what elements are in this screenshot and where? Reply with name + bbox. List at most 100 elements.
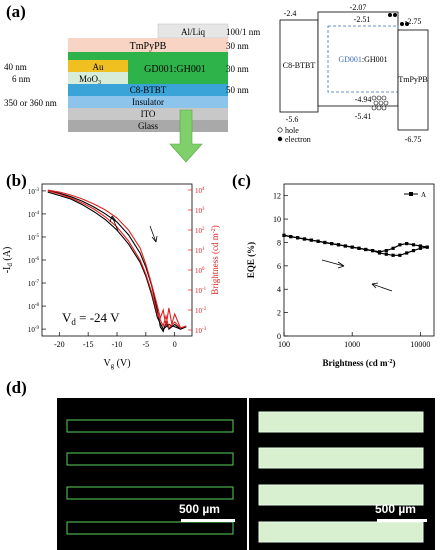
chart-b-ytick-label: 10-9 xyxy=(28,326,40,334)
level-2-75: -2.75 xyxy=(405,17,422,26)
micrograph-left: 500 µm xyxy=(57,398,247,550)
chart-c-point xyxy=(343,244,347,248)
chart-c-point xyxy=(377,251,382,255)
chart-b-xtick-label: -15 xyxy=(83,340,94,349)
chart-b-xtick-label: -20 xyxy=(54,340,65,349)
chart-c-ytick-label: 4 xyxy=(277,285,281,294)
micrograph-left-stripes xyxy=(66,419,234,535)
thickness-label-moo3: 6 nm xyxy=(12,74,30,84)
chart-b-ytick-label: 10-3 xyxy=(28,188,40,196)
level-5-6: -5.6 xyxy=(286,115,299,124)
chart-c-point xyxy=(384,252,388,256)
layer-insulator xyxy=(68,96,228,108)
emitter-label: GD001:GH001 xyxy=(338,55,387,64)
legend-marker-a xyxy=(409,192,413,196)
layer-insulator-label: Insulator xyxy=(132,97,164,107)
layer-glass-label: Glass xyxy=(138,121,158,131)
chart-c-xtick-label: 100 xyxy=(278,340,290,349)
micrograph-right-stripe xyxy=(258,411,424,433)
chart-b-xtick-label: -10 xyxy=(112,340,123,349)
chart-c-point xyxy=(384,249,388,253)
layer-gd001-label: GD001:GH001 xyxy=(144,64,206,75)
legend-hole-label: hole xyxy=(285,126,299,135)
layer-al-liq-thickness: 100/1 nm xyxy=(226,27,260,37)
chart-b-xlabel: Vg (V) xyxy=(103,358,130,370)
chart-b-y2tick-label: 101 xyxy=(195,247,205,255)
chart-c-point xyxy=(398,253,402,257)
scale-label-left: 500 µm xyxy=(179,502,220,516)
chart-eqe-vs-brightness: 100 1000 10000 0 2 4 6 8 10 12 Brightness (cd m-… xyxy=(246,183,435,368)
chart-c-point xyxy=(282,233,286,237)
arrow-down-icon xyxy=(169,109,203,163)
energy-level-diagram: C8-BTBT GD001:GH001 TmPyPB -2.07 -2.4 -2… xyxy=(277,3,429,144)
layer-c8-btbt-label: C8-BTBT xyxy=(130,85,167,95)
device-stack-diagram: Al/Liq 100/1 nm TmPyPB 30 nm GD001:GH001… xyxy=(4,23,260,163)
chart-c-point xyxy=(364,247,368,252)
hole-dot xyxy=(381,95,387,101)
chart-c-point xyxy=(296,236,300,240)
layer-tmpypb xyxy=(68,38,228,52)
chart-b-y2tick-label: 10-1 xyxy=(195,287,207,295)
chart-b-y2label: Brightness (cd m-2) xyxy=(210,225,220,295)
micrograph-right-stripe xyxy=(258,447,424,469)
hole-dot xyxy=(381,105,387,111)
level-4-94: -4.94 xyxy=(355,95,372,104)
layer-tmpypb-label: TmPyPB xyxy=(130,41,167,52)
electrode-moo3-label: MoO3 xyxy=(79,74,101,86)
chart-c-ytick-label: 0 xyxy=(277,332,281,341)
sweep-arrow-right-head xyxy=(337,261,345,269)
chart-c-xlabel: Brightness (cd m-2) xyxy=(323,358,396,368)
chart-c-point xyxy=(371,249,375,253)
chart-b-series-line-3 xyxy=(47,190,187,330)
chart-b-xtick-label: 0 xyxy=(173,340,177,349)
chart-c-ytick-label: 2 xyxy=(277,309,281,318)
chart-transfer-characteristics: -20 -15 -10 -5 0 10-9 10-8 10-7 10-6 10-5 10-4 10-… xyxy=(2,183,220,370)
chart-b-xtick-label: -5 xyxy=(143,340,150,349)
chart-b-y2tick-label: 102 xyxy=(195,227,205,235)
micrograph-right-stripe xyxy=(258,484,424,506)
hole-dot xyxy=(376,95,382,101)
chart-c-point xyxy=(289,235,293,239)
chart-c-point xyxy=(398,243,402,247)
thickness-label-insulator: 350 or 360 nm xyxy=(4,98,57,108)
chart-c-point xyxy=(391,253,395,257)
hole-dot xyxy=(376,105,382,111)
chart-c-point xyxy=(350,245,354,249)
legend-label-a: A xyxy=(421,191,426,199)
chart-c-ytick-label: 6 xyxy=(277,262,281,271)
level-2-07: -2.07 xyxy=(350,3,367,12)
legend-electron-icon xyxy=(277,136,283,142)
micrograph-right-stripe xyxy=(258,521,424,543)
panel-label-a: (a) xyxy=(6,2,26,21)
c8-btbt-box xyxy=(279,19,319,113)
electrode-moo3 xyxy=(68,72,128,84)
emitter-box xyxy=(317,11,399,107)
chart-c-point xyxy=(411,249,416,253)
chart-b-y2tick-label: 104 xyxy=(195,187,205,195)
layer-ito-label: ITO xyxy=(141,109,156,119)
sweep-arrow-left-icon xyxy=(371,283,393,292)
chart-c-point xyxy=(405,251,409,255)
thickness-label-au: 40 nm xyxy=(4,62,27,72)
electron-dot xyxy=(388,13,392,17)
layer-al-liq-label: Al/Liq xyxy=(181,27,205,37)
electron-dot xyxy=(400,22,404,26)
micrograph-right-stripes xyxy=(258,411,424,543)
hole-dot xyxy=(383,100,389,106)
chart-b-y2tick-label: 103 xyxy=(195,207,205,215)
panel-label-b: (b) xyxy=(6,171,27,190)
chart-c-ytick-label: 12 xyxy=(273,192,281,201)
micrograph-left-stripe xyxy=(66,419,234,433)
chart-b-y2tick-label: 10-2 xyxy=(195,307,207,315)
chart-b-ytick-label: 10-8 xyxy=(28,303,40,311)
layer-gd001-thickness: 30 nm xyxy=(226,64,249,74)
sweep-arrow-left-head xyxy=(371,282,379,289)
micrograph-left-stripe xyxy=(66,486,234,500)
chart-b-ytick-label: 10-4 xyxy=(28,211,40,219)
level-5-41: -5.41 xyxy=(355,112,372,121)
layer-c8-btbt xyxy=(68,84,228,96)
chart-c-point xyxy=(330,242,334,246)
chart-c-point xyxy=(316,239,320,243)
electrode-au xyxy=(68,60,128,72)
chart-c-ylabel: EQE (%) xyxy=(246,242,256,278)
